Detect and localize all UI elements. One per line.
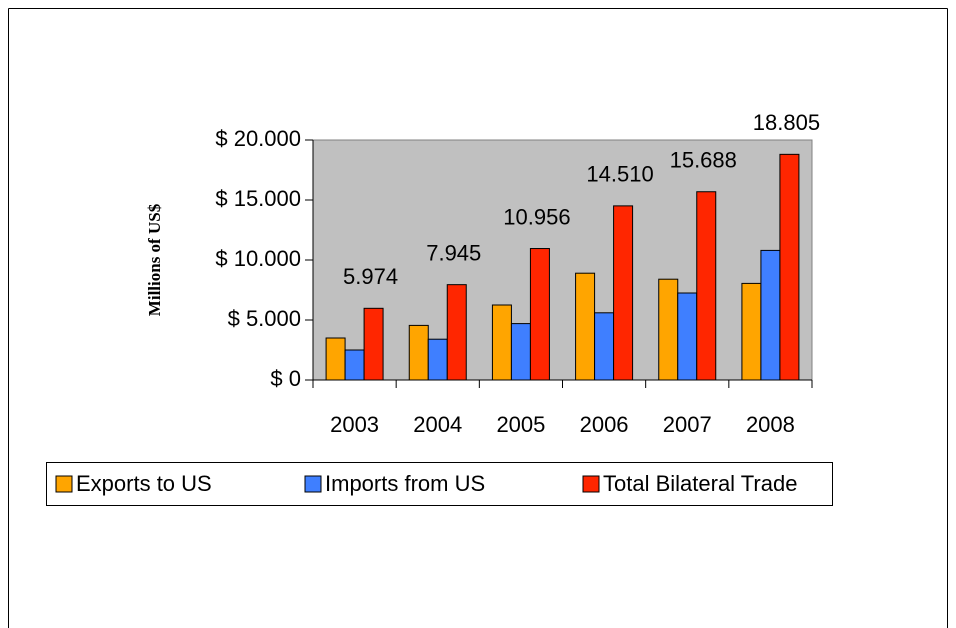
bar — [344, 349, 365, 381]
bar — [575, 272, 596, 381]
x-tick-label: 2007 — [663, 412, 712, 437]
bar — [491, 304, 512, 381]
legend-swatch — [582, 475, 600, 493]
y-tick-label: $ 5.000 — [228, 306, 301, 331]
bar — [510, 323, 531, 381]
y-tick-label: $ 20.000 — [215, 126, 301, 151]
bar — [408, 324, 429, 381]
bar — [779, 153, 800, 381]
bar — [658, 278, 679, 381]
bar — [427, 338, 448, 381]
legend-label: Total Bilateral Trade — [603, 471, 797, 496]
data-label: 5.974 — [343, 264, 398, 289]
x-tick-label: 2006 — [580, 412, 629, 437]
data-label: 18.805 — [753, 110, 820, 135]
data-label: 7.945 — [426, 240, 481, 265]
bar — [529, 248, 550, 381]
legend-label: Imports from US — [325, 471, 485, 496]
data-label: 15.688 — [670, 148, 737, 173]
bar — [446, 284, 467, 381]
y-tick-label: $ 0 — [270, 366, 301, 391]
data-label: 10.956 — [503, 204, 570, 229]
bar — [677, 292, 698, 381]
x-tick-label: 2005 — [496, 412, 545, 437]
bar — [325, 337, 346, 381]
bar — [760, 249, 781, 381]
y-tick-label: $ 10.000 — [215, 246, 301, 271]
bar — [741, 282, 762, 381]
legend-swatch — [55, 475, 73, 493]
bar — [613, 205, 634, 381]
x-tick-label: 2003 — [330, 412, 379, 437]
x-tick-label: 2004 — [413, 412, 462, 437]
legend-label: Exports to US — [76, 471, 212, 496]
y-axis-label: Millions of US$ — [145, 203, 164, 316]
plot-area — [312, 139, 813, 381]
x-tick-label: 2008 — [746, 412, 795, 437]
bar — [363, 307, 384, 381]
legend — [46, 462, 833, 506]
bar — [594, 312, 615, 381]
data-label: 14.510 — [586, 162, 653, 187]
bar — [696, 191, 717, 381]
legend-swatch — [304, 475, 322, 493]
y-tick-label: $ 15.000 — [215, 186, 301, 211]
